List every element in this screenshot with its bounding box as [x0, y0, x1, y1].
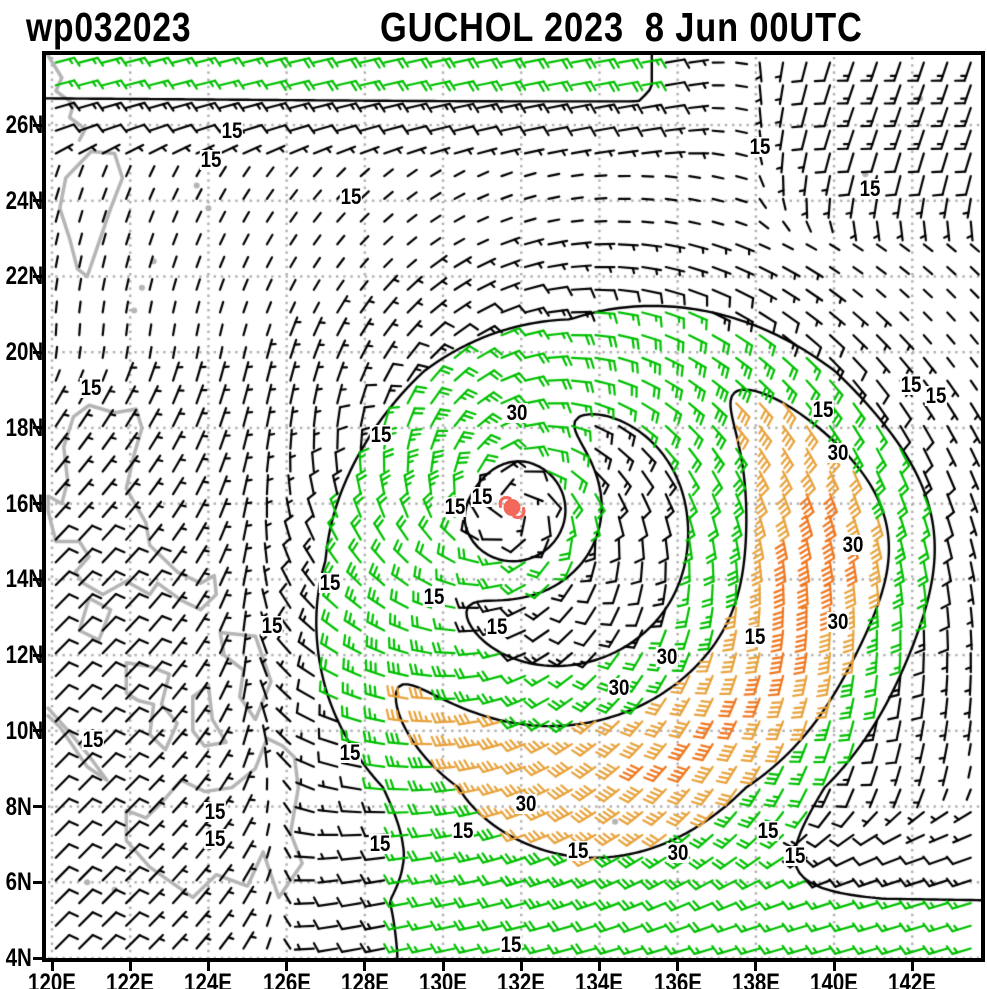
- lon-label-142E: 142E: [888, 969, 937, 989]
- isotach-label-15kt: 15: [756, 818, 780, 843]
- isotach-label-15kt: 15: [81, 727, 105, 752]
- lat-tick-22N: [33, 274, 42, 278]
- lon-tick-126E: [285, 962, 289, 971]
- isotach-label-15kt: 15: [203, 799, 227, 824]
- lon-label-122E: 122E: [106, 969, 155, 989]
- isotach-label-15kt: 15: [899, 372, 923, 397]
- lat-tick-20N: [33, 350, 42, 354]
- lat-tick-14N: [33, 577, 42, 581]
- map-plot-frame: 15 15 15 15 15 15 15 15 15 15 15 15 15 15 15 15 15 15 15 15…: [42, 51, 985, 962]
- lon-tick-140E: [832, 962, 836, 971]
- isotach-label-30kt: 30: [826, 609, 850, 634]
- isotach-label-15kt: 15: [260, 613, 284, 638]
- isotach-label-15kt: 15: [369, 422, 393, 447]
- lat-tick-8N: [33, 805, 42, 809]
- lon-tick-136E: [676, 962, 680, 971]
- isotach-label-30kt: 30: [826, 440, 850, 465]
- lat-tick-12N: [33, 653, 42, 657]
- isotach-label-15kt: 15: [79, 375, 103, 400]
- isotach-label-15kt: 15: [470, 484, 494, 509]
- lon-tick-142E: [910, 962, 914, 971]
- lat-tick-10N: [33, 729, 42, 733]
- isotach-label-30kt: 30: [655, 644, 679, 669]
- lon-label-124E: 124E: [184, 969, 233, 989]
- lon-label-138E: 138E: [731, 969, 780, 989]
- isotach-label-15kt: 15: [811, 397, 835, 422]
- lon-tick-122E: [128, 962, 132, 971]
- lon-tick-130E: [441, 962, 445, 971]
- isotach-label-30kt: 30: [607, 675, 631, 700]
- lon-label-126E: 126E: [262, 969, 311, 989]
- lat-label-16N: 16N: [5, 489, 44, 518]
- isotach-label-15kt: 15: [499, 932, 523, 957]
- isotach-label-15kt: 15: [338, 740, 362, 765]
- lon-tick-132E: [519, 962, 523, 971]
- isotach-label-15kt: 15: [858, 176, 882, 201]
- tropical-cyclone-icon: [498, 495, 526, 519]
- lat-label-6N: 6N: [5, 868, 32, 897]
- lon-label-134E: 134E: [575, 969, 624, 989]
- lat-label-8N: 8N: [5, 792, 32, 821]
- storm-center-marker: [495, 488, 529, 531]
- lon-tick-124E: [206, 962, 210, 971]
- isotach-label-15kt: 15: [451, 818, 475, 843]
- lon-tick-120E: [50, 962, 54, 971]
- isotach-label-15kt: 15: [203, 826, 227, 851]
- lat-label-24N: 24N: [5, 186, 44, 215]
- isotach-label-30kt: 30: [841, 532, 865, 557]
- isotach-label-15kt: 15: [566, 838, 590, 863]
- isotach-label-15kt: 15: [743, 624, 767, 649]
- lat-label-18N: 18N: [5, 413, 44, 442]
- map-title: GUCHOL 2023 8 Jun 00UTC: [380, 4, 863, 50]
- lon-tick-134E: [597, 962, 601, 971]
- isotach-label-15kt: 15: [318, 570, 342, 595]
- isotach-label-15kt: 15: [783, 843, 807, 868]
- isotach-label-30kt: 30: [514, 791, 538, 816]
- lat-tick-24N: [33, 199, 42, 203]
- lon-label-136E: 136E: [653, 969, 702, 989]
- lat-tick-26N: [33, 123, 42, 127]
- lon-label-130E: 130E: [419, 969, 467, 989]
- lat-label-26N: 26N: [5, 111, 44, 140]
- lat-tick-18N: [33, 426, 42, 430]
- isotach-label-15kt: 15: [422, 584, 446, 609]
- lat-label-14N: 14N: [5, 565, 44, 594]
- lon-label-132E: 132E: [497, 969, 546, 989]
- lat-label-12N: 12N: [5, 641, 44, 670]
- isotach-label-15kt: 15: [485, 614, 509, 639]
- lon-tick-138E: [754, 962, 758, 971]
- lat-tick-16N: [33, 502, 42, 506]
- lat-label-20N: 20N: [5, 338, 44, 367]
- lat-tick-6N: [33, 880, 42, 884]
- isotach-label-15kt: 15: [339, 184, 363, 209]
- isotach-label-15kt: 15: [199, 147, 223, 172]
- isotach-label-15kt: 15: [443, 494, 467, 519]
- lon-label-120E: 120E: [28, 969, 76, 989]
- isotach-label-30kt: 30: [505, 400, 529, 425]
- lon-label-128E: 128E: [340, 969, 389, 989]
- isotach-label-15kt: 15: [368, 831, 392, 856]
- isotach-label-15kt: 15: [924, 383, 948, 408]
- lat-label-22N: 22N: [5, 262, 44, 291]
- isotach-label-30kt: 30: [666, 840, 690, 865]
- lat-label-10N: 10N: [5, 716, 44, 745]
- isotach-label-15kt: 15: [220, 118, 244, 143]
- lon-label-140E: 140E: [810, 969, 858, 989]
- isotach-label-15kt: 15: [748, 134, 772, 159]
- lat-label-4N: 4N: [5, 944, 32, 972]
- lon-tick-128E: [363, 962, 367, 971]
- storm-id-title: wp032023: [26, 4, 192, 50]
- lat-tick-4N: [33, 956, 42, 960]
